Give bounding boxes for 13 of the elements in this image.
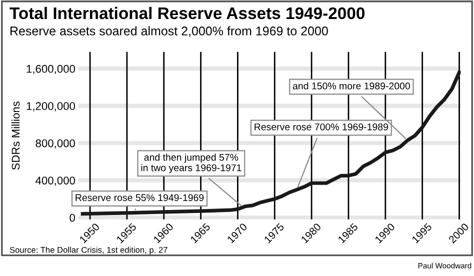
- annotation: Reserve rose 700% 1969-1989: [254, 123, 388, 130]
- source-note: Source: The Dollar Crisis, 1st edition, p. 27: [10, 246, 168, 254]
- chart-subtitle: Reserve assets soared almost 2,000% from 1969 to 2000: [10, 26, 328, 37]
- y-axis-title: SDRs Millions: [11, 101, 20, 170]
- y-tick-label: 1,200,000: [26, 102, 76, 112]
- annotation: Reserve rose 55% 1949-1969: [76, 194, 204, 202]
- annotation: and then jumped 57% in two years 1969-1971: [141, 154, 242, 174]
- y-tick-label: 800,000: [36, 139, 75, 149]
- y-tick-label: 400,000: [36, 176, 75, 186]
- y-tick-label: 1,600,000: [26, 64, 76, 74]
- annotation: and 150% more 1989-2000: [292, 82, 410, 90]
- y-tick-label: 0: [70, 214, 75, 222]
- chart-title: Total International Reserve Assets 1949-2000: [10, 6, 365, 20]
